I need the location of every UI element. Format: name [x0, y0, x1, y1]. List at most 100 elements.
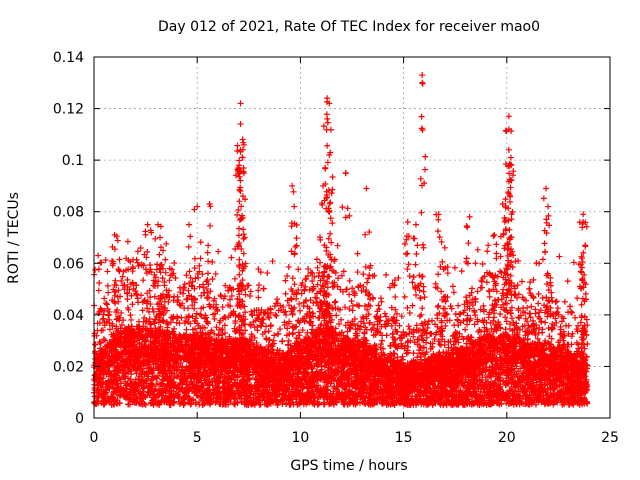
data-point	[539, 294, 546, 301]
data-point	[104, 301, 111, 308]
data-point	[222, 282, 229, 289]
data-point	[217, 292, 224, 299]
data-point	[367, 319, 374, 326]
data-point	[310, 300, 317, 307]
data-point	[221, 322, 228, 329]
data-point	[410, 350, 417, 357]
data-point	[124, 276, 131, 283]
data-point	[118, 309, 125, 316]
data-point	[532, 310, 539, 317]
data-point	[266, 314, 273, 321]
data-point	[124, 238, 131, 245]
data-point	[358, 287, 365, 294]
data-point	[354, 269, 361, 276]
data-point	[514, 282, 521, 289]
data-point	[174, 373, 181, 380]
data-point	[455, 302, 462, 309]
data-point	[134, 259, 141, 266]
data-point	[534, 335, 541, 342]
data-point	[342, 304, 349, 311]
data-point	[118, 277, 125, 284]
data-point	[242, 291, 249, 298]
data-point	[330, 268, 337, 275]
data-point	[171, 399, 178, 406]
data-point	[454, 316, 461, 323]
data-point	[282, 290, 289, 297]
data-point	[171, 259, 178, 266]
data-point	[309, 278, 316, 285]
data-point	[295, 329, 302, 336]
data-point	[228, 254, 235, 261]
data-point	[106, 326, 113, 333]
data-point	[216, 319, 223, 326]
data-point	[128, 292, 135, 299]
data-point	[273, 312, 280, 319]
data-point	[302, 283, 309, 290]
data-point	[304, 329, 311, 336]
data-point	[102, 337, 109, 344]
data-point	[486, 293, 493, 300]
data-point	[463, 340, 470, 347]
data-point	[139, 307, 146, 314]
data-point	[247, 322, 254, 329]
data-point	[159, 275, 166, 282]
grid-layer	[94, 57, 610, 418]
data-point	[108, 402, 115, 409]
data-point	[399, 353, 406, 360]
data-point	[464, 312, 471, 319]
data-point	[564, 278, 571, 285]
data-point	[346, 277, 353, 284]
data-point	[255, 287, 262, 294]
data-point	[219, 304, 226, 311]
data-point	[191, 305, 198, 312]
data-point	[411, 339, 418, 346]
data-point	[437, 263, 444, 270]
data-point	[363, 287, 370, 294]
chart-title: Day 012 of 2021, Rate Of TEC Index for r…	[158, 19, 540, 35]
data-point	[375, 302, 382, 309]
data-point	[331, 299, 338, 306]
data-point	[166, 277, 173, 284]
data-point	[379, 337, 386, 344]
data-point	[242, 286, 249, 293]
data-point	[287, 295, 294, 302]
data-point	[516, 326, 523, 333]
data-point	[348, 297, 355, 304]
data-point	[419, 305, 426, 312]
data-point	[461, 307, 468, 314]
data-point	[381, 310, 388, 317]
data-point	[274, 331, 281, 338]
data-point	[306, 320, 313, 327]
data-point	[380, 345, 387, 352]
data-point	[338, 272, 345, 279]
data-point	[403, 350, 410, 357]
data-point	[269, 258, 276, 265]
data-point	[192, 275, 199, 282]
data-point	[570, 259, 577, 266]
data-point	[474, 246, 481, 253]
data-point	[512, 258, 519, 265]
data-point	[300, 302, 307, 309]
data-point	[247, 288, 254, 295]
data-point	[101, 307, 108, 314]
data-point	[140, 277, 147, 284]
data-point	[163, 240, 170, 247]
data-point	[485, 242, 492, 249]
data-point	[354, 301, 361, 308]
data-point	[156, 251, 163, 258]
data-point	[174, 313, 181, 320]
data-point	[119, 321, 126, 328]
data-point	[284, 325, 291, 332]
data-point	[390, 355, 397, 362]
data-point	[198, 305, 205, 312]
data-point	[162, 256, 169, 263]
data-point	[104, 282, 111, 289]
data-point	[442, 323, 449, 330]
data-point	[541, 309, 548, 316]
data-point	[295, 266, 302, 273]
data-points-layer	[91, 72, 591, 409]
data-point	[296, 332, 303, 339]
data-point	[395, 274, 402, 281]
data-point	[215, 248, 222, 255]
